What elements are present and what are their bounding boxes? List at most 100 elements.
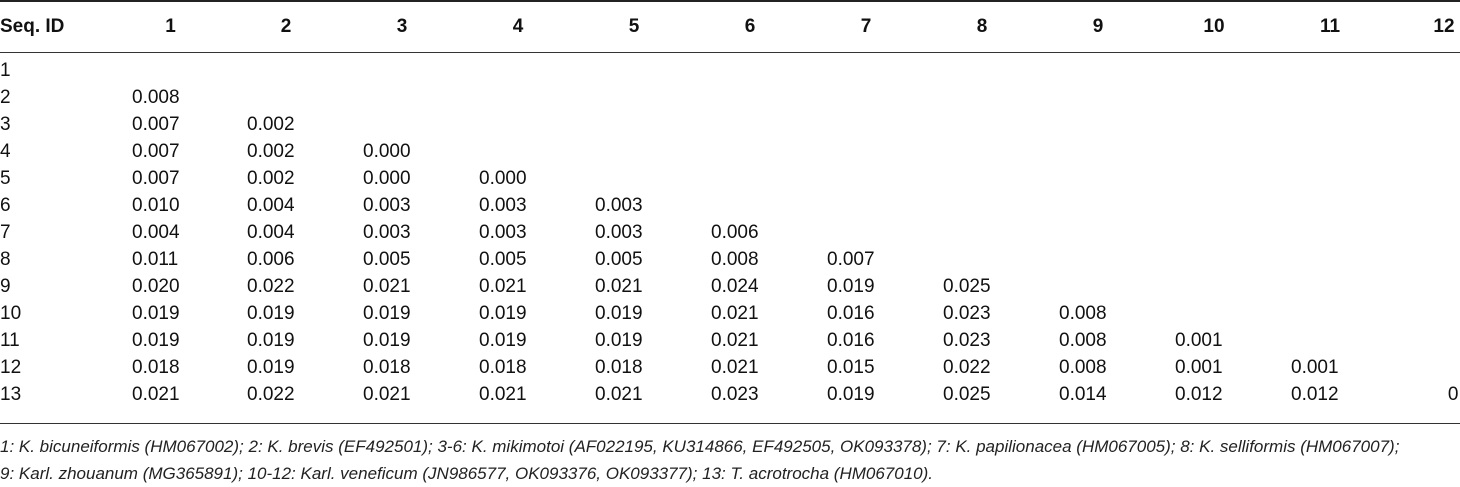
distance-cell: 0.019 <box>827 275 875 297</box>
distance-cell: 0.021 <box>595 275 643 297</box>
distance-cell <box>460 138 576 165</box>
distance-cell <box>1040 273 1156 300</box>
table-footnote: 1: K. bicuneiformis (HM067002); 2: K. br… <box>0 433 1460 487</box>
distance-cell <box>924 138 1040 165</box>
table-top-rule <box>0 0 1460 2</box>
distance-cell <box>692 165 808 192</box>
distance-cell <box>344 84 460 111</box>
distance-cell: 0.007 <box>132 167 180 189</box>
distance-cell <box>1040 57 1156 84</box>
distance-cell: 0.023 <box>943 302 991 324</box>
distance-cell: 0.002 <box>247 113 295 135</box>
distance-cell <box>1388 300 1460 327</box>
distance-cell: 0.005 <box>479 248 527 270</box>
distance-cell <box>1156 246 1272 273</box>
distance-cell <box>460 57 576 84</box>
distance-cell: 0.001 <box>1175 356 1223 378</box>
table-row: 10 0.019 0.019 0.019 0.019 0.019 0.021 0.016 0.0… <box>0 300 1460 327</box>
row-seq-id: 11 <box>0 329 20 351</box>
distance-cell <box>1272 111 1388 138</box>
distance-cell <box>1156 138 1272 165</box>
distance-cell <box>228 84 344 111</box>
distance-cell: 0.018 <box>132 356 180 378</box>
distance-cell <box>924 111 1040 138</box>
row-seq-id: 9 <box>0 275 11 297</box>
distance-cell <box>1040 219 1156 246</box>
header-col-11: 11 <box>1319 16 1341 37</box>
distance-cell <box>1272 57 1388 84</box>
distance-cell <box>1156 273 1272 300</box>
distance-cell <box>1156 57 1272 84</box>
distance-cell <box>1388 192 1460 219</box>
distance-cell <box>808 192 924 219</box>
distance-cell <box>1272 300 1388 327</box>
distance-cell <box>460 111 576 138</box>
distance-cell <box>1156 192 1272 219</box>
distance-cell <box>808 111 924 138</box>
distance-cell: 0.008 <box>1059 329 1107 351</box>
distance-cell: 0.003 <box>479 194 527 216</box>
distance-cell <box>1040 192 1156 219</box>
header-col-12: 12 <box>1433 16 1455 37</box>
distance-cell <box>1272 219 1388 246</box>
distance-cell: 0.005 <box>363 248 411 270</box>
distance-cell: 0.004 <box>247 221 295 243</box>
pairwise-distance-table: Seq. ID 1 2 3 4 5 6 7 8 9 10 11 12 1 2 0.008 3 0.007 0.00… <box>0 10 1460 408</box>
distance-cell: 0.004 <box>132 221 180 243</box>
distance-cell: 0.025 <box>943 383 991 405</box>
distance-cell <box>692 111 808 138</box>
distance-cell <box>924 219 1040 246</box>
distance-cell <box>808 219 924 246</box>
distance-cell <box>1388 57 1460 84</box>
distance-cell: 0.003 <box>363 221 411 243</box>
distance-cell: 0.000 <box>363 167 411 189</box>
distance-cell <box>1272 138 1388 165</box>
header-col-1: 1 <box>165 16 176 37</box>
distance-cell: 0.006 <box>711 221 759 243</box>
distance-cell: 0.007 <box>132 140 180 162</box>
row-seq-id: 2 <box>0 86 11 108</box>
table-row: 5 0.007 0.002 0.000 0.000 <box>0 165 1460 192</box>
header-seq-id: Seq. ID <box>0 16 65 37</box>
distance-cell: 0.019 <box>132 329 180 351</box>
distance-cell: 0.016 <box>827 329 875 351</box>
distance-cell <box>1272 246 1388 273</box>
distance-cell: 0.012 <box>1291 383 1339 405</box>
distance-cell <box>692 57 808 84</box>
header-col-7: 7 <box>860 16 872 37</box>
distance-cell <box>1040 246 1156 273</box>
distance-cell <box>808 57 924 84</box>
distance-cell: 0.007 <box>132 113 180 135</box>
table-header-row: Seq. ID 1 2 3 4 5 6 7 8 9 10 11 12 <box>0 10 1460 44</box>
distance-cell <box>113 57 228 84</box>
distance-cell: 0.023 <box>711 383 759 405</box>
distance-cell <box>1156 165 1272 192</box>
distance-cell <box>228 57 344 84</box>
distance-cell <box>1388 165 1460 192</box>
distance-cell <box>576 84 692 111</box>
table-row: 7 0.004 0.004 0.003 0.003 0.003 0.006 <box>0 219 1460 246</box>
distance-cell <box>576 57 692 84</box>
distance-cell <box>1388 354 1460 381</box>
distance-cell: 0.016 <box>827 302 875 324</box>
distance-cell: 0.019 <box>479 329 527 351</box>
row-seq-id: 6 <box>0 194 11 216</box>
distance-cell <box>1040 84 1156 111</box>
distance-cell <box>924 192 1040 219</box>
distance-cell <box>344 111 460 138</box>
distance-cell <box>344 57 460 84</box>
distance-cell: 0.001 <box>1175 329 1223 351</box>
distance-cell: 0.019 <box>479 302 527 324</box>
distance-cell <box>1040 165 1156 192</box>
distance-cell: 0.011 <box>132 248 179 270</box>
header-col-6: 6 <box>744 16 756 37</box>
distance-cell: 0.021 <box>711 356 759 378</box>
row-seq-id: 12 <box>0 356 22 378</box>
table-header-rule <box>0 52 1460 53</box>
distance-cell <box>1272 165 1388 192</box>
table-row: 1 <box>0 57 1460 84</box>
row-seq-id: 10 <box>0 302 22 324</box>
distance-cell: 0.019 <box>132 302 180 324</box>
distance-cell: 0.007 <box>827 248 875 270</box>
distance-cell <box>1388 138 1460 165</box>
